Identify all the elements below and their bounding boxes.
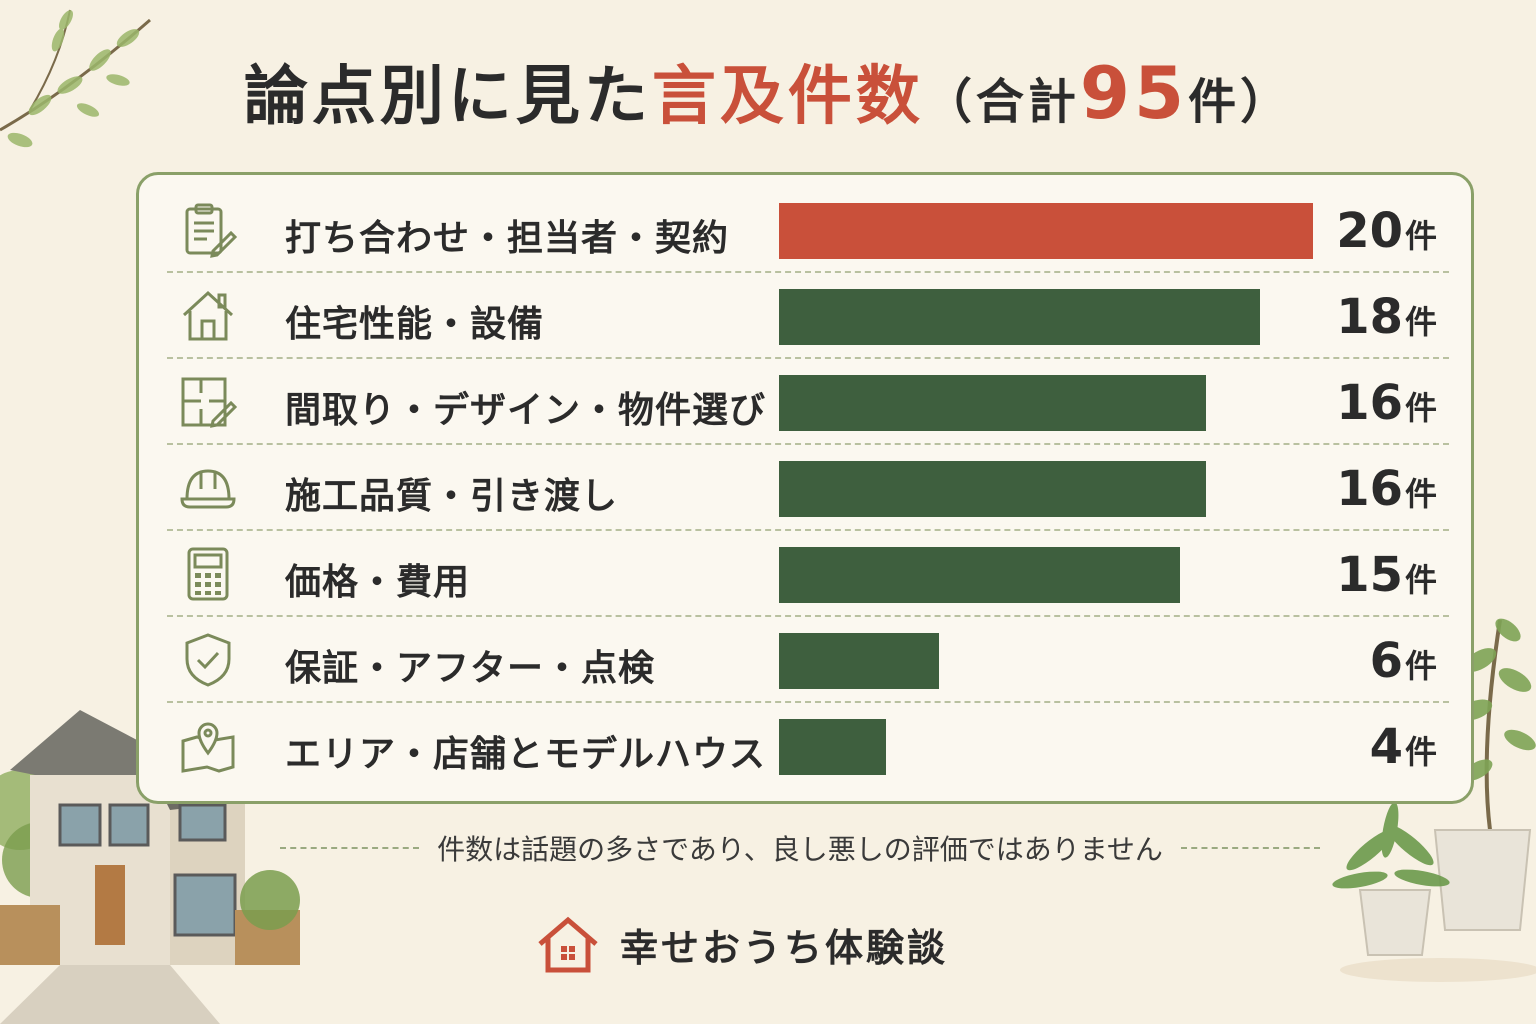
bar — [779, 547, 1180, 603]
floorplan-pencil-icon — [181, 377, 237, 428]
title-paren-open: （ — [923, 74, 976, 130]
bar — [779, 375, 1206, 431]
value-unit: 件 — [1404, 647, 1437, 685]
value-number: 6 — [1369, 633, 1403, 689]
title-total-value: 95 — [1079, 51, 1189, 135]
brand-name: 幸せおうち体験談 — [620, 925, 949, 970]
bar — [779, 719, 886, 775]
disclaimer-text: 件数は話題の多さであり、良し悪しの評価ではありません — [437, 833, 1163, 866]
value-number: 4 — [1369, 719, 1403, 775]
title-main: 論点別に見た — [243, 60, 652, 134]
value-number: 20 — [1336, 203, 1403, 259]
value-unit: 件 — [1404, 303, 1437, 341]
chart-row: 保証・アフター・点検 6件 — [167, 617, 1449, 703]
bar — [779, 289, 1260, 345]
title-paren-close: ） — [1240, 74, 1293, 130]
value-label: 18件 — [1336, 289, 1437, 345]
category-label: 間取り・デザイン・物件選び — [285, 390, 767, 431]
value-label: 20件 — [1336, 203, 1437, 259]
value-unit: 件 — [1404, 733, 1437, 771]
value-unit: 件 — [1404, 561, 1437, 599]
value-number: 16 — [1336, 375, 1403, 431]
value-label: 6件 — [1370, 633, 1437, 689]
category-label: 価格・費用 — [285, 562, 471, 603]
chart-title: 論点別に見た言及件数（合計95件） — [0, 50, 1536, 136]
title-total-unit: 件 — [1188, 74, 1241, 130]
title-accent: 言及件数 — [651, 60, 924, 134]
clipboard-pencil-icon — [185, 203, 237, 258]
chart-row: エリア・店舗とモデルハウス 4件 — [167, 703, 1449, 789]
hardhat-icon — [180, 469, 236, 509]
category-label: エリア・店舗とモデルハウス — [285, 734, 767, 775]
chart-row: 施工品質・引き渡し 16件 — [167, 445, 1449, 531]
brand-footer: 幸せおうち体験談 — [536, 912, 948, 976]
value-number: 18 — [1336, 289, 1403, 345]
title-total-prefix: 合計 — [975, 74, 1080, 130]
house-logo-icon — [538, 916, 598, 973]
value-label: 16件 — [1336, 375, 1437, 431]
value-number: 16 — [1336, 461, 1403, 517]
value-unit: 件 — [1404, 389, 1437, 427]
category-label: 施工品質・引き渡し — [285, 476, 619, 517]
bar — [779, 461, 1206, 517]
category-label: 住宅性能・設備 — [285, 304, 545, 345]
value-label: 4件 — [1370, 719, 1437, 775]
category-label: 保証・アフター・点検 — [285, 648, 656, 689]
disclaimer-note: 件数は話題の多さであり、良し悪しの評価ではありません — [280, 828, 1321, 868]
chart-row: 間取り・デザイン・物件選び 16件 — [167, 359, 1449, 445]
value-label: 15件 — [1336, 547, 1437, 603]
chart-row: 打ち合わせ・担当者・契約 20件 — [167, 187, 1449, 273]
divider — [1180, 847, 1321, 849]
map-pin-icon — [181, 722, 235, 773]
divider — [280, 847, 420, 849]
value-unit: 件 — [1404, 475, 1437, 513]
value-number: 15 — [1336, 547, 1403, 603]
leaves-illustration — [0, 9, 151, 148]
value-unit: 件 — [1404, 217, 1437, 255]
value-label: 16件 — [1336, 461, 1437, 517]
calculator-icon — [187, 547, 229, 601]
bar — [779, 633, 939, 689]
house-icon — [182, 290, 234, 341]
shield-check-icon — [185, 633, 231, 687]
bar — [779, 203, 1313, 259]
chart-row: 価格・費用 15件 — [167, 531, 1449, 617]
chart-panel: 打ち合わせ・担当者・契約 20件 住宅性能・設備 18件 間取り・デザイン・物件… — [136, 172, 1474, 804]
category-label: 打ち合わせ・担当者・契約 — [285, 218, 730, 259]
chart-row: 住宅性能・設備 18件 — [167, 273, 1449, 359]
